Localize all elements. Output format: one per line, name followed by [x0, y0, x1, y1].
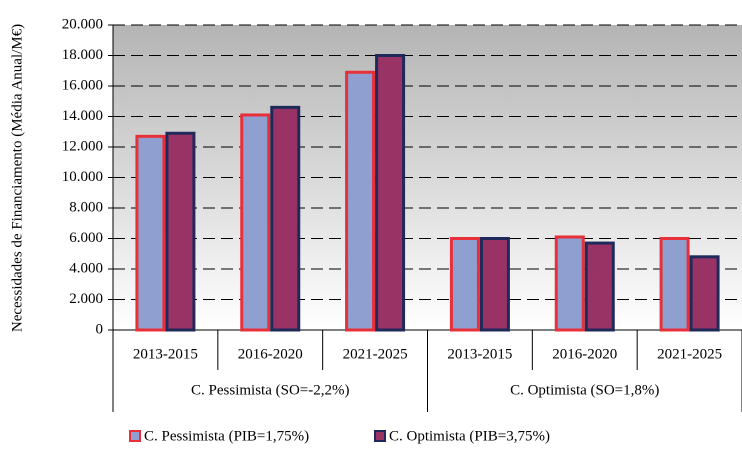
x-tick-label: 2013-2015 [133, 346, 198, 362]
legend-swatch [129, 430, 141, 442]
y-tick-label: 14.000 [62, 108, 103, 124]
group-label: C. Pessimista (SO=-2,2%) [191, 382, 349, 398]
bar [345, 70, 376, 332]
y-tick-label: 10.000 [62, 169, 103, 185]
x-tick-label: 2013-2015 [447, 346, 512, 362]
bar [554, 235, 585, 332]
bar [240, 113, 271, 332]
bar [165, 131, 196, 332]
bar [689, 255, 720, 332]
y-tick-label: 0 [96, 321, 104, 337]
y-tick-label: 2.000 [69, 291, 103, 307]
legend-label: C. Optimista (PIB=3,75%) [389, 428, 550, 444]
x-tick-label: 2016-2020 [238, 346, 303, 362]
x-tick-label: 2016-2020 [552, 346, 617, 362]
y-tick-label: 6.000 [69, 230, 103, 246]
bar [659, 237, 690, 332]
x-tick-label: 2021-2025 [343, 346, 408, 362]
y-tick-label: 4.000 [69, 260, 103, 276]
y-tick-label: 18.000 [62, 47, 103, 63]
bar [135, 134, 166, 332]
y-axis-title: Necessidades de Financiamento (Média Anu… [9, 24, 25, 332]
y-tick-label: 16.000 [62, 77, 103, 93]
bar [479, 237, 510, 332]
y-tick-label: 12.000 [62, 138, 103, 154]
legend-label: C. Pessimista (PIB=1,75%) [144, 428, 309, 444]
bar [270, 105, 301, 332]
y-tick-label: 8.000 [69, 199, 103, 215]
y-tick-label: 20.000 [62, 16, 103, 32]
legend-swatch [374, 430, 386, 442]
bar [449, 237, 480, 332]
bar [375, 54, 406, 332]
group-label: C. Optimista (SO=1,8%) [510, 382, 659, 398]
x-tick-label: 2021-2025 [657, 346, 722, 362]
bar [584, 241, 615, 332]
